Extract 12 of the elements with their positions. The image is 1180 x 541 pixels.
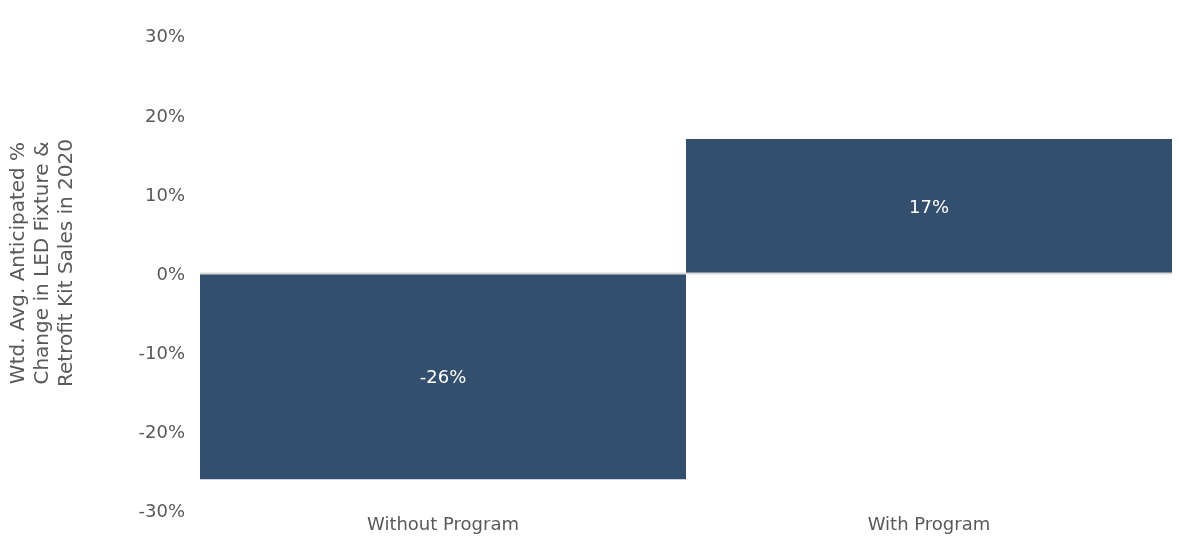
y-tick-label: 0% [156, 262, 185, 284]
data-label: 17% [908, 195, 950, 217]
y-tick-label: 20% [144, 104, 185, 126]
x-tick-label: With Program [867, 512, 991, 534]
x-tick-label: Without Program [366, 512, 520, 534]
y-tick-label: -20% [138, 421, 185, 443]
data-label: -26% [419, 365, 467, 387]
y-tick-label: 30% [144, 25, 185, 47]
y-tick-label: 10% [144, 183, 185, 205]
y-axis-title: Wtd. Avg. Anticipated % Change in LED Fixture & Retrofit Kit Sales in 2020 [5, 139, 77, 387]
y-tick-label: -30% [138, 500, 185, 522]
y-tick-label: -10% [138, 342, 185, 364]
